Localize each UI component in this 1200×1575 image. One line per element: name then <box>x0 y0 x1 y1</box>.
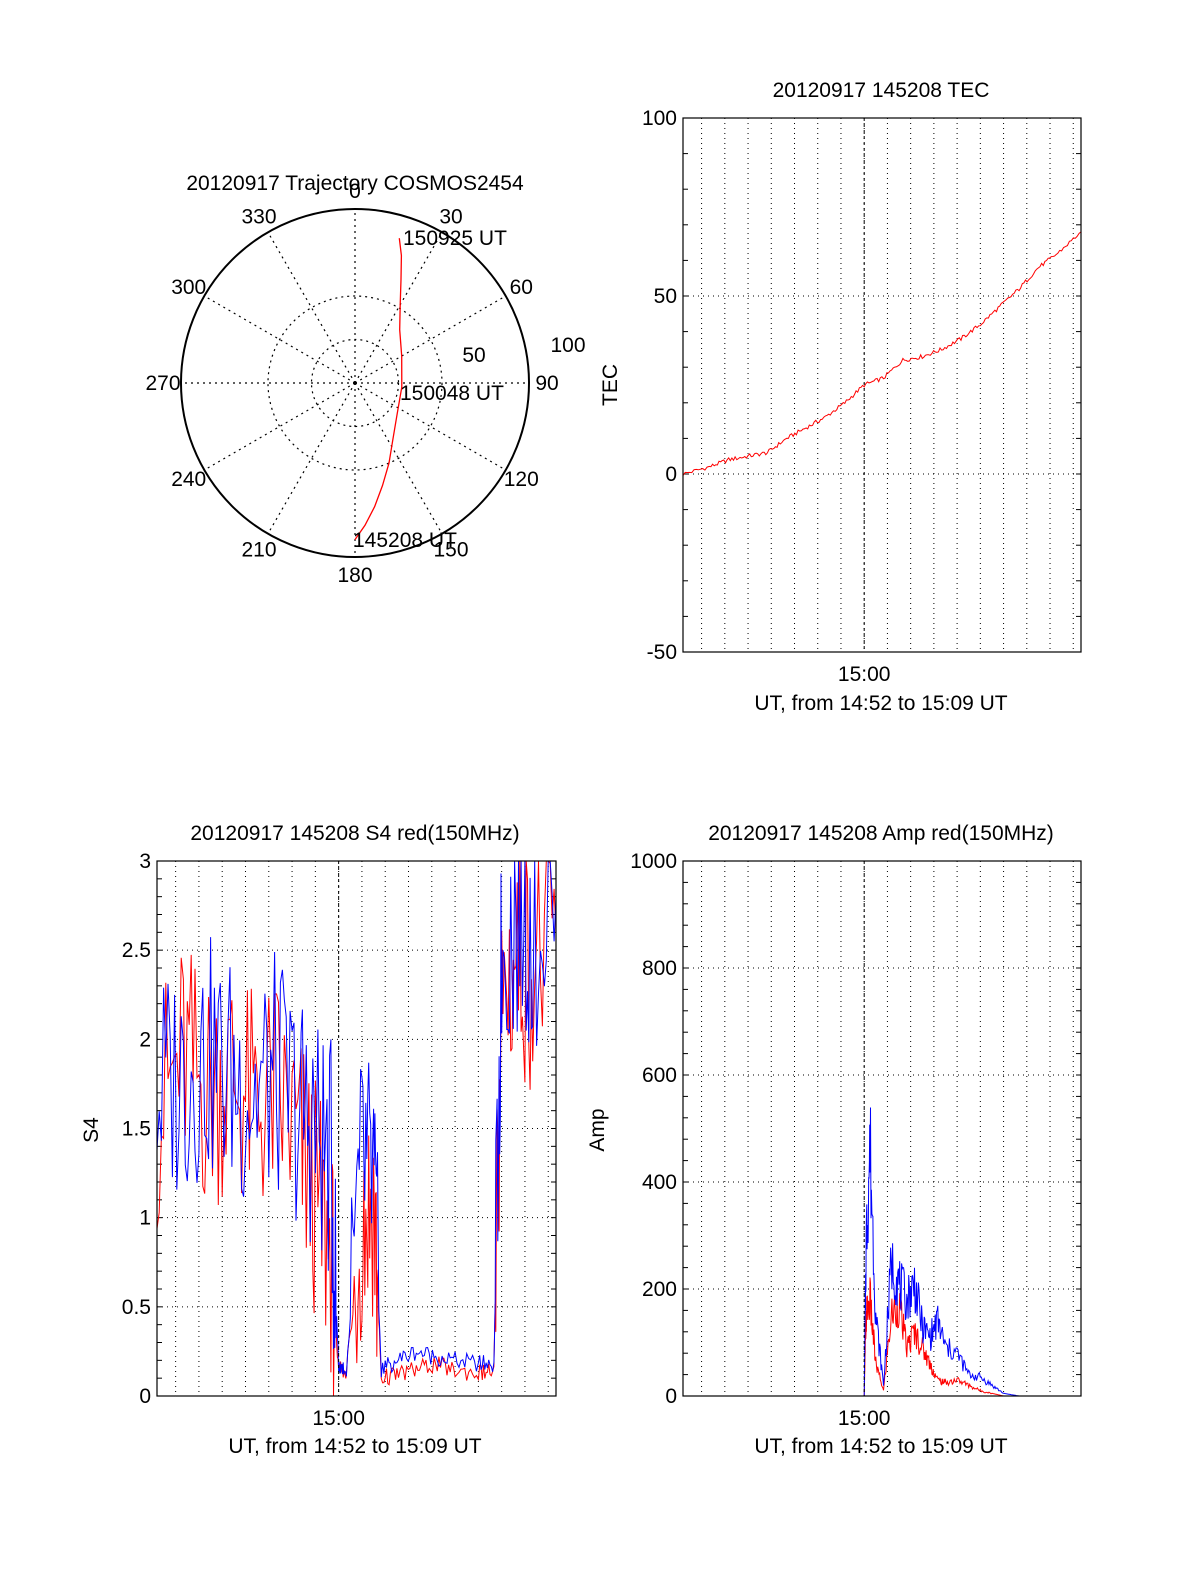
s4-series-blue <box>156 860 557 1378</box>
s4-plot: 20120917 145208 S4 red(150MHz) UT, from … <box>80 822 520 1458</box>
s4-xtick-label: 15:00 <box>312 1407 365 1430</box>
polar-angle-tick-300: 300 <box>171 276 206 299</box>
polar-angle-tick-240: 240 <box>171 468 206 491</box>
polar-angle-tick-60: 60 <box>510 276 533 299</box>
trajectory-line <box>354 238 403 540</box>
polar-spoke-150 <box>354 382 443 534</box>
polar-spoke-60 <box>354 295 506 384</box>
polar-radius-tick-50: 50 <box>462 344 485 367</box>
amp-frame <box>682 860 1082 1397</box>
s4-ytick-label: 0.5 <box>122 1296 151 1319</box>
polar-spoke-330 <box>267 232 356 384</box>
tec-plot: 20120917 145208 TEC UT, from 14:52 to 15… <box>599 79 1008 715</box>
polar-outer-circle <box>180 208 530 558</box>
polar-spoke-120 <box>354 382 506 471</box>
s4-ytick-label: 2.5 <box>122 939 151 962</box>
annotation-145208: 145208 UT <box>353 529 457 552</box>
s4-axes: 0 0.5 1 1.5 2 2.5 3 15:00 <box>122 850 557 1430</box>
polar-angle-ticks: 0 30 60 90 120 150 180 210 240 270 300 330 <box>145 180 558 587</box>
amp-ylabel: Amp <box>586 1108 609 1151</box>
s4-ytick-label: 1 <box>139 1207 151 1230</box>
amp-title: 20120917 145208 Amp red(150MHz) <box>708 822 1054 845</box>
tec-frame <box>682 117 1082 653</box>
polar-angle-tick-210: 210 <box>241 538 276 561</box>
polar-angle-tick-90: 90 <box>535 372 558 395</box>
annotation-150048: 150048 UT <box>400 382 504 405</box>
trajectory-polar-plot: 20120917 Trajectory COSMOS2454 0 30 60 90 12… <box>145 172 585 587</box>
tec-series-red <box>682 231 1082 476</box>
amp-axes: 0 200 400 600 800 1000 15:00 <box>630 850 1082 1430</box>
amp-ytick-label: 1000 <box>630 850 677 873</box>
polar-radius-ticks: 50 100 <box>462 334 585 367</box>
polar-grid <box>180 208 530 558</box>
polar-spoke-300 <box>204 295 356 384</box>
tec-xlabel: UT, from 14:52 to 15:09 UT <box>754 692 1007 715</box>
polar-angle-tick-330: 330 <box>241 206 276 229</box>
polar-angle-tick-0: 0 <box>349 180 361 203</box>
polar-spoke-240 <box>204 382 356 471</box>
amp-ytick-label: 600 <box>642 1064 677 1087</box>
tec-ytick-label: 0 <box>665 463 677 486</box>
polar-circle-50 <box>267 295 443 471</box>
s4-ytick-label: 1.5 <box>122 1118 151 1141</box>
amp-xlabel: UT, from 14:52 to 15:09 UT <box>754 1435 1007 1458</box>
trajectory-series <box>354 238 403 540</box>
amp-ytick-label: 800 <box>642 957 677 980</box>
polar-spoke-210 <box>267 382 356 534</box>
amp-ytick-label: 0 <box>665 1385 677 1408</box>
trajectory-title: 20120917 Trajectory COSMOS2454 <box>186 172 524 195</box>
polar-angle-tick-120: 120 <box>504 468 539 491</box>
amp-xtick-label: 15:00 <box>838 1407 891 1430</box>
polar-angle-tick-270: 270 <box>145 372 180 395</box>
tec-ytick-label: 100 <box>642 107 677 130</box>
annotation-150925: 150925 UT <box>403 227 507 250</box>
s4-ytick-label: 0 <box>139 1385 151 1408</box>
s4-frame <box>156 860 557 1397</box>
tec-xtick-label: 15:00 <box>838 663 891 686</box>
tec-axes: -50 0 50 100 15:00 <box>642 107 1082 686</box>
amp-ytick-label: 400 <box>642 1171 677 1194</box>
s4-ylabel: S4 <box>80 1117 103 1143</box>
amp-series-blue <box>683 1107 1081 1397</box>
s4-title: 20120917 145208 S4 red(150MHz) <box>190 822 519 845</box>
tec-ytick-label: -50 <box>647 641 677 664</box>
polar-angle-tick-150: 150 <box>433 538 468 561</box>
polar-angle-tick-30: 30 <box>439 206 462 229</box>
s4-ytick-label: 2 <box>139 1028 151 1051</box>
tec-ytick-label: 50 <box>654 285 677 308</box>
s4-xlabel: UT, from 14:52 to 15:09 UT <box>228 1435 481 1458</box>
polar-spoke-30 <box>354 232 443 384</box>
tec-ylabel: TEC <box>599 364 622 406</box>
polar-angle-tick-180: 180 <box>337 564 372 587</box>
polar-radius-tick-100: 100 <box>550 334 585 357</box>
amp-plot: 20120917 145208 Amp red(150MHz) UT, from… <box>586 822 1054 1458</box>
amp-ytick-label: 200 <box>642 1278 677 1301</box>
s4-ytick-label: 3 <box>139 850 151 873</box>
tec-title: 20120917 145208 TEC <box>773 79 990 102</box>
amp-series-red <box>683 1277 1081 1397</box>
